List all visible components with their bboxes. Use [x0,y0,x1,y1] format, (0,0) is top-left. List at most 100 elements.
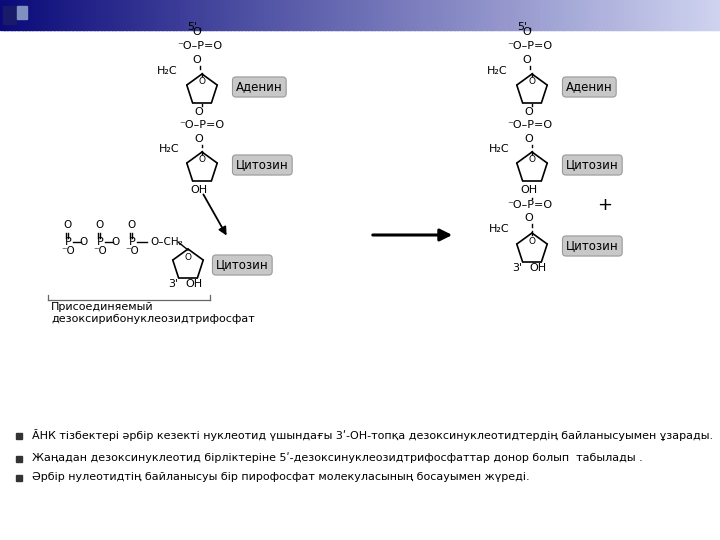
Bar [374,0,379,30]
Bar [608,0,613,30]
Bar [173,0,177,30]
Bar [216,0,220,30]
Bar [97,0,102,30]
Bar [479,0,483,30]
Bar [623,0,627,30]
Bar [378,0,382,30]
Text: Цитозин: Цитозин [566,240,618,253]
Bar [266,0,271,30]
Text: O: O [199,156,205,165]
Text: 3': 3' [512,263,522,273]
Bar [457,0,462,30]
Bar [263,0,267,30]
Bar [187,0,192,30]
Bar [666,0,670,30]
Bar [526,0,530,30]
Bar [0,0,4,30]
Bar [320,0,325,30]
Bar [11,0,15,30]
Bar [230,0,235,30]
Text: O: O [64,220,72,230]
Bar [212,0,217,30]
Bar [515,0,519,30]
Bar [86,0,91,30]
Bar [281,0,285,30]
Bar [284,0,289,30]
Bar [565,0,570,30]
Bar [220,0,224,30]
Bar [432,0,436,30]
Text: 5': 5' [517,22,527,32]
Bar [616,0,620,30]
Bar [259,0,264,30]
Bar [508,0,512,30]
Bar [490,0,494,30]
Bar [396,0,400,30]
Bar [256,0,260,30]
Text: O: O [528,237,536,246]
Bar [472,0,476,30]
Bar [533,0,537,30]
Bar [324,0,328,30]
Bar [349,0,354,30]
Text: O: O [193,55,202,65]
Bar [155,0,159,30]
Bar [180,0,184,30]
Text: O–CH₂: O–CH₂ [150,237,183,247]
Bar [562,0,566,30]
Bar [166,0,170,30]
Bar [659,0,663,30]
Bar [122,0,127,30]
Bar [576,0,580,30]
Bar [500,0,505,30]
Bar [486,0,490,30]
Bar [644,0,649,30]
Bar [673,0,678,30]
Text: Присоединяемый: Присоединяемый [51,302,153,312]
Bar [594,0,598,30]
Bar [40,0,44,30]
Text: ⁻O–P=O: ⁻O–P=O [179,120,225,130]
Bar [202,0,206,30]
Bar [270,0,274,30]
Bar [133,0,138,30]
Bar [580,0,584,30]
Bar [605,0,609,30]
Bar [698,0,703,30]
Bar [688,0,692,30]
Bar [115,0,120,30]
Bar [587,0,591,30]
Text: H₂C: H₂C [158,66,178,76]
Bar [328,0,332,30]
Bar [583,0,588,30]
Text: 5': 5' [187,22,197,32]
Bar [126,0,130,30]
Bar [425,0,429,30]
Bar [662,0,667,30]
Bar [641,0,645,30]
Bar [194,0,199,30]
Bar [158,0,163,30]
Bar [706,0,710,30]
Bar [241,0,246,30]
Bar [317,0,321,30]
Bar [648,0,652,30]
Text: P: P [65,237,71,247]
Bar [529,0,534,30]
Bar [50,0,55,30]
Bar [140,0,145,30]
Bar [446,0,451,30]
Bar [47,0,51,30]
Text: O: O [523,27,531,37]
Bar [130,0,134,30]
Text: O: O [525,107,534,117]
Bar [151,0,156,30]
Bar [626,0,631,30]
Bar [569,0,573,30]
Bar [356,0,361,30]
Bar [713,0,717,30]
Bar [331,0,336,30]
Bar [540,0,544,30]
Bar [16,433,22,439]
Bar [338,0,343,30]
